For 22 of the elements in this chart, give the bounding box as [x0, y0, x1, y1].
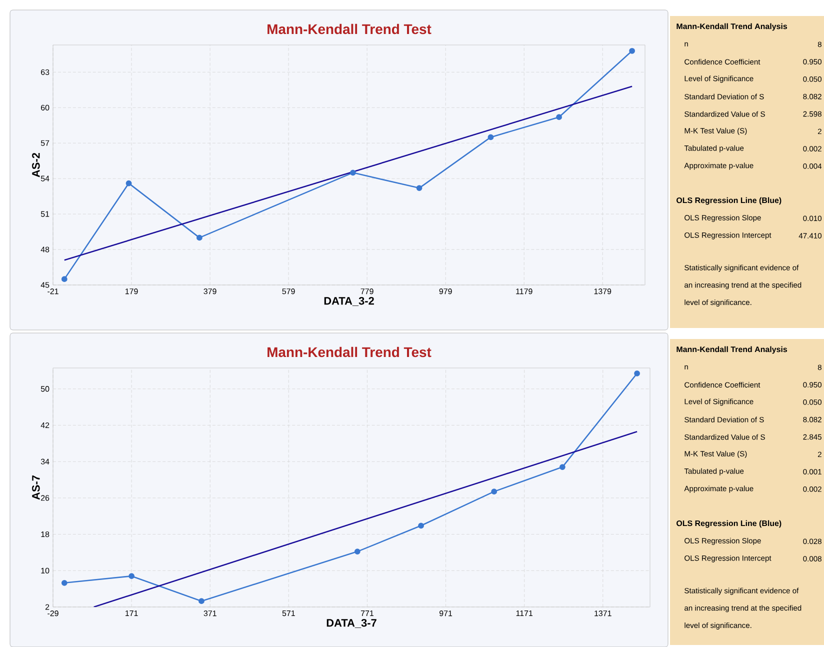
point: [61, 580, 68, 586]
point: [196, 234, 202, 241]
y-axis-title: AS-7: [32, 475, 40, 500]
x-axis-title: DATA_3-2: [324, 296, 374, 306]
point: [559, 464, 566, 470]
x-axis-title: DATA_3-7: [326, 619, 376, 628]
point: [128, 573, 135, 580]
chart-title: Mann-Kendall Trend Test: [268, 346, 432, 358]
point: [126, 180, 132, 186]
point: [350, 170, 356, 176]
point: [198, 598, 204, 604]
point: [418, 522, 424, 529]
y-axis-title: AS-2: [32, 152, 40, 178]
point: [491, 488, 498, 495]
point: [629, 48, 636, 54]
point: [354, 548, 360, 554]
point: [488, 134, 494, 140]
point: [556, 114, 562, 120]
point: [634, 370, 640, 376]
point: [61, 276, 68, 282]
point: [416, 185, 422, 191]
chart-title: Mann-Kendall Trend Test: [268, 24, 432, 34]
